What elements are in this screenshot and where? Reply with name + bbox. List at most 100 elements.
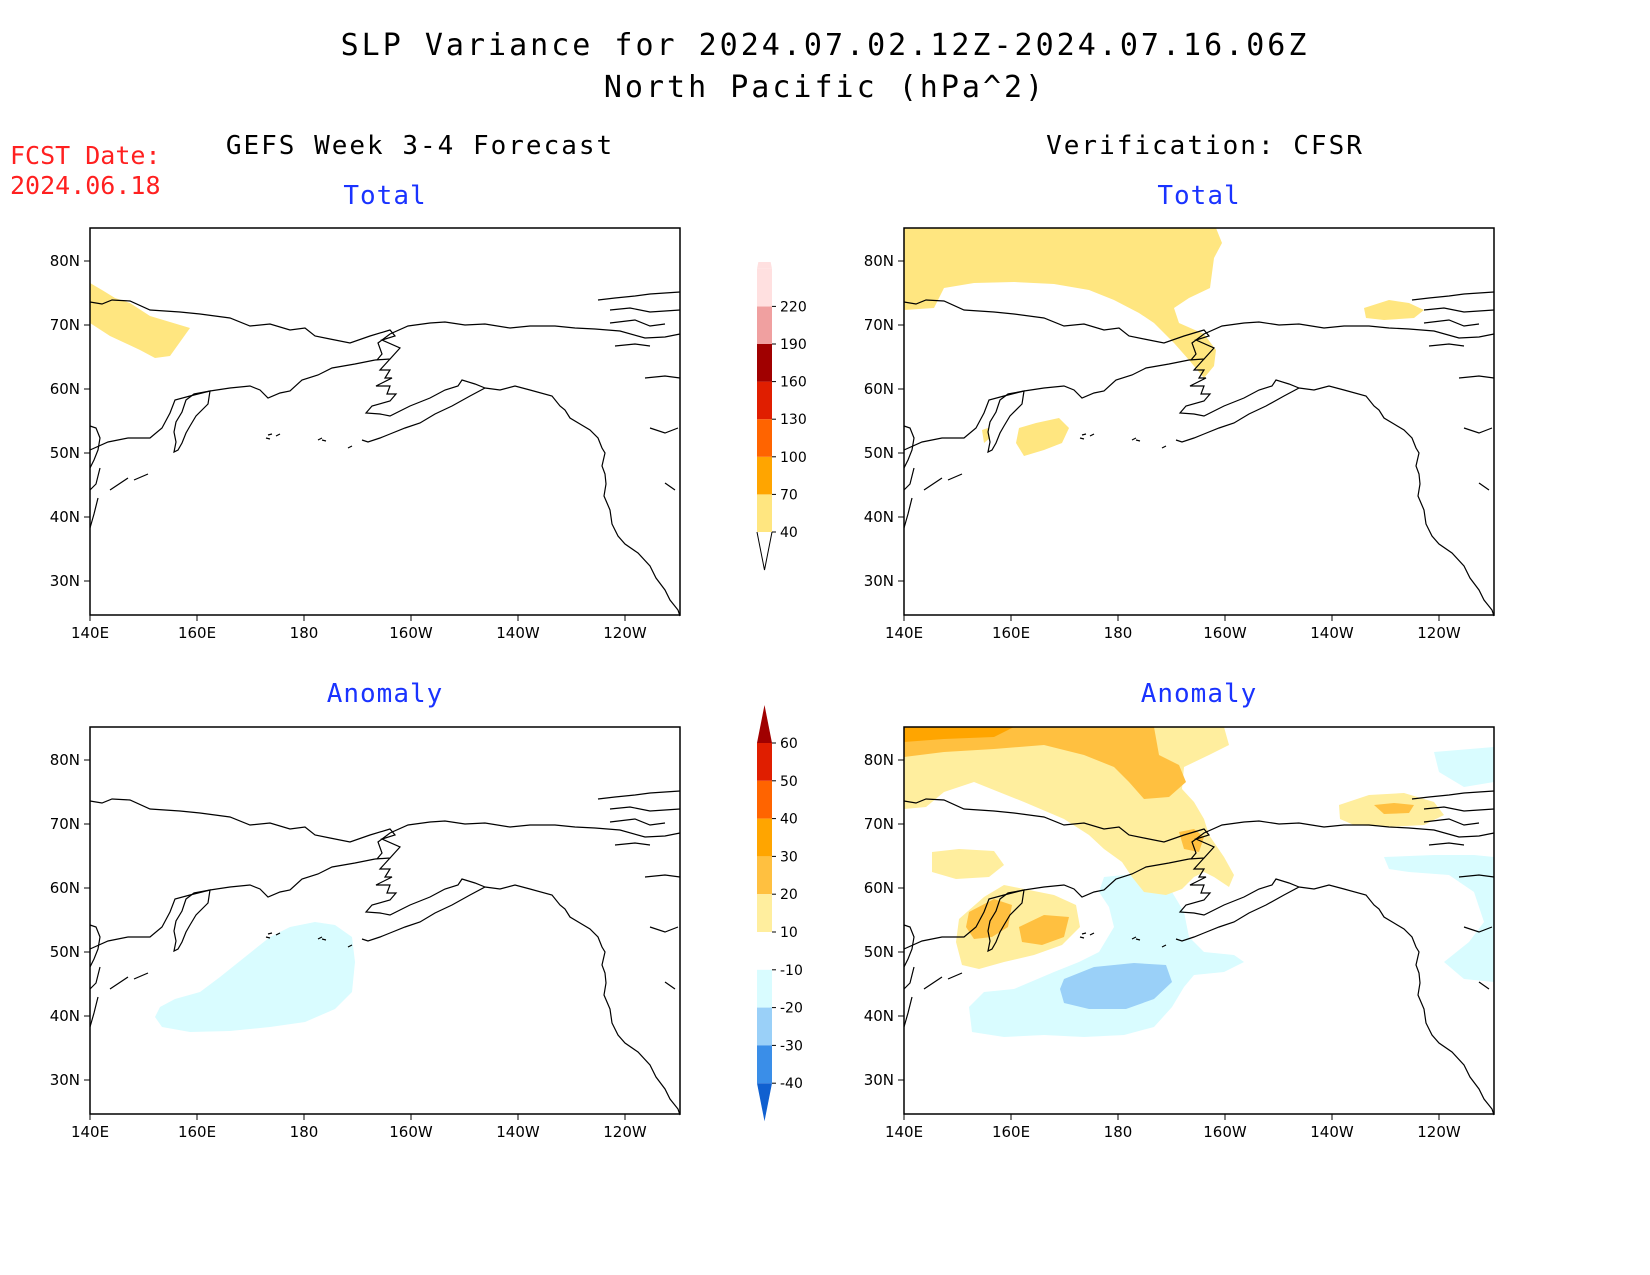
lat-tick-label: 70N <box>864 316 894 334</box>
forecast-total-title: Total <box>343 181 427 211</box>
lon-tick-label: 160E <box>992 624 1030 642</box>
lon-tick-label: 160E <box>178 624 216 642</box>
colorbar-anomaly-swatch <box>757 1007 772 1046</box>
lon-tick-label: 180 <box>1104 624 1133 642</box>
lat-axis: 80N 70N 60N 50N 40N 30N <box>864 252 904 590</box>
lat-axis: 80N 70N 60N 50N 40N 30N <box>50 751 90 1089</box>
lat-axis: 80N 70N 60N 50N 40N 30N <box>50 252 90 590</box>
colorbar-total-label: 40 <box>780 525 798 541</box>
lat-tick-label: 50N <box>50 444 80 462</box>
forecast-anomaly-title: Anomaly <box>326 679 444 709</box>
colorbar-total-swatch <box>757 268 772 307</box>
colorbar-anomaly-label: -20 <box>780 1001 803 1017</box>
lat-tick-label: 60N <box>50 879 80 897</box>
forecast-column-heading: GEFS Week 3-4 Forecast <box>225 131 615 161</box>
lon-tick-label: 140E <box>885 624 923 642</box>
colorbar-total-swatch <box>757 456 772 495</box>
lat-tick-label: 80N <box>864 751 894 769</box>
lon-tick-label: 160W <box>389 1123 433 1141</box>
colorbar-anomaly-label: -40 <box>780 1076 803 1092</box>
lat-tick-label: 40N <box>864 508 894 526</box>
verification-anomaly-shade-neg10 <box>969 873 1244 1037</box>
lat-tick-label: 30N <box>50 572 80 590</box>
verification-total-shade-north <box>904 228 1222 378</box>
fcst-date-value: 2024.06.18 <box>10 171 161 200</box>
lat-tick-label: 30N <box>864 1071 894 1089</box>
verification-total-shade-aleutian <box>1016 418 1069 456</box>
lat-tick-label: 50N <box>864 444 894 462</box>
lon-tick-label: 120W <box>603 624 647 642</box>
lon-tick-label: 140E <box>71 624 109 642</box>
colorbar-anomaly-swatch <box>757 894 772 932</box>
lon-tick-label: 140W <box>496 624 540 642</box>
colorbar-anomaly-label: 60 <box>780 736 798 752</box>
colorbar-anomaly-swatch <box>757 969 772 1008</box>
lon-tick-label: 160E <box>178 1123 216 1141</box>
fcst-date-label: FCST Date: <box>10 141 161 170</box>
lat-tick-label: 70N <box>864 815 894 833</box>
colorbar-anomaly-swatch <box>757 743 772 781</box>
lon-tick-label: 140W <box>1310 1123 1354 1141</box>
colorbar-anomaly-label: 50 <box>780 774 798 790</box>
verification-total-map: 140E 160E 180 160W 140W 120W 80N 70N 60N 50N 40N 3… <box>864 227 1495 642</box>
verification-anomaly-title: Anomaly <box>1140 679 1258 709</box>
lon-tick-label: 140W <box>1310 624 1354 642</box>
lat-tick-label: 50N <box>50 943 80 961</box>
fcst-date-block: FCST Date: 2024.06.18 <box>10 141 161 201</box>
verification-anomaly-shade-neg20 <box>1060 963 1172 1009</box>
forecast-anomaly-map: 140E 160E 180 160W 140W 120W 80N 70N 60N 50N 40N 3… <box>50 726 681 1141</box>
lat-tick-label: 80N <box>50 751 80 769</box>
forecast-total-shade-40-70 <box>90 283 190 358</box>
colorbar-anomaly-label: 40 <box>780 812 798 828</box>
lon-axis: 140E 160E 180 160W 140W 120W <box>885 1114 1461 1141</box>
colorbar-anomaly: 60 50 40 30 20 10 -10 -20 -30 -40 <box>757 705 803 1122</box>
lat-tick-label: 80N <box>50 252 80 270</box>
colorbar-anomaly-label: 20 <box>780 887 798 903</box>
figure-subtitle: North Pacific (hPa^2) <box>603 70 1047 105</box>
colorbar-total-swatch <box>757 306 772 344</box>
forecast-total-map: 140E 160E 180 160W 140W 120W 80N 70N 60N 50N 40N 3… <box>50 227 681 642</box>
lat-tick-label: 30N <box>50 1071 80 1089</box>
lat-axis: 80N 70N 60N 50N 40N 30N <box>864 751 904 1089</box>
lon-tick-label: 160E <box>992 1123 1030 1141</box>
forecast-anomaly-shade-neg10-neg20 <box>155 922 355 1032</box>
lon-tick-label: 120W <box>1417 1123 1461 1141</box>
lon-tick-label: 180 <box>290 1123 319 1141</box>
verification-column-heading: Verification: CFSR <box>1046 131 1364 161</box>
lat-tick-label: 60N <box>50 380 80 398</box>
lon-axis: 140E 160E 180 160W 140W 120W <box>885 615 1461 642</box>
lon-tick-label: 180 <box>290 624 319 642</box>
colorbar-total-swatch <box>757 344 772 382</box>
lon-tick-label: 180 <box>1104 1123 1133 1141</box>
colorbar-total-label: 70 <box>780 487 798 503</box>
colorbar-anomaly-swatch <box>757 932 772 970</box>
lon-tick-label: 140E <box>71 1123 109 1141</box>
lon-tick-label: 140W <box>496 1123 540 1141</box>
lon-axis: 140E 160E 180 160W 140W 120W <box>71 1114 647 1141</box>
colorbar-total: 40 70 100 130 160 190 220 <box>756 262 807 571</box>
lat-tick-label: 40N <box>50 1007 80 1025</box>
verification-total-shade-arctic <box>1364 300 1424 320</box>
lon-axis: 140E 160E 180 160W 140W 120W <box>71 615 647 642</box>
colorbar-total-swatch <box>757 419 772 457</box>
verification-total-title: Total <box>1157 181 1241 211</box>
colorbar-anomaly-label: -10 <box>780 963 803 979</box>
map-frame <box>89 227 681 616</box>
colorbar-total-label: 100 <box>780 450 807 466</box>
colorbar-anomaly-swatch <box>757 818 772 857</box>
lat-tick-label: 70N <box>50 316 80 334</box>
colorbar-anomaly-swatch <box>757 856 772 895</box>
colorbar-total-label: 190 <box>780 337 807 353</box>
verification-anomaly-map: 140E 160E 180 160W 140W 120W 80N 70N 60N 50N 40N 3… <box>864 726 1495 1141</box>
verification-anomaly-shade-20-30 <box>904 727 1186 799</box>
colorbar-total-swatch <box>757 494 772 532</box>
colorbar-total-label: 160 <box>780 375 807 391</box>
colorbar-anomaly-swatch <box>757 780 772 819</box>
colorbar-anomaly-swatch <box>757 1045 772 1084</box>
lon-tick-label: 160W <box>389 624 433 642</box>
lat-tick-label: 30N <box>864 572 894 590</box>
lat-tick-label: 60N <box>864 879 894 897</box>
lat-tick-label: 40N <box>50 508 80 526</box>
lat-tick-label: 50N <box>864 943 894 961</box>
lon-tick-label: 140E <box>885 1123 923 1141</box>
